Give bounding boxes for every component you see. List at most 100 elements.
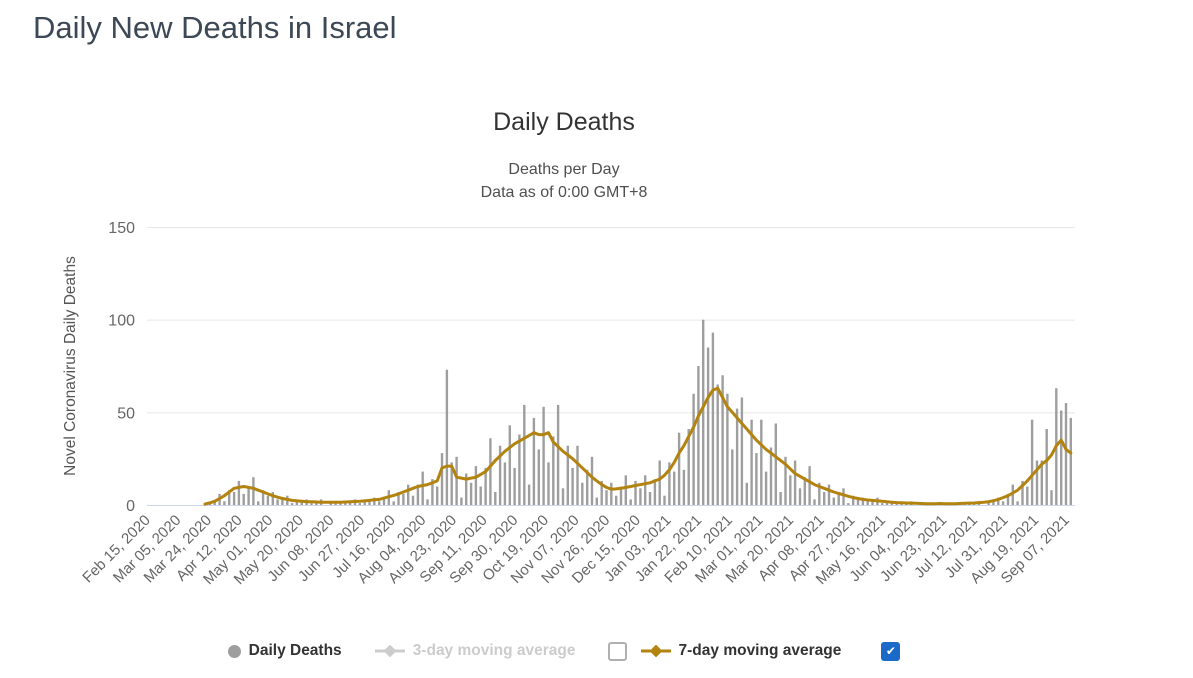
daily-deaths-bar [571, 467, 574, 505]
daily-deaths-bar [866, 501, 869, 505]
daily-deaths-bar [852, 495, 855, 505]
daily-deaths-bar [266, 495, 270, 505]
chart-subtitle-line1: Deaths per Day [508, 161, 620, 178]
legend-item-7day-moving-average[interactable]: 7-day moving average [640, 642, 842, 660]
daily-deaths-bar [431, 479, 434, 505]
daily-deaths-bar [755, 453, 758, 505]
page-title: Daily New Deaths in Israel [33, 10, 397, 45]
daily-deaths-bar [460, 497, 463, 505]
daily-deaths-bar [740, 397, 744, 505]
daily-deaths-bar [735, 408, 739, 505]
daily-deaths-bar [455, 456, 458, 505]
daily-deaths-bar [823, 492, 826, 505]
daily-deaths-bar [552, 436, 555, 505]
daily-deaths-bar [629, 499, 632, 505]
daily-deaths-bar [837, 492, 840, 505]
daily-deaths-bar [764, 471, 768, 505]
daily-deaths-bar [566, 445, 569, 505]
daily-deaths-bar [692, 393, 695, 505]
daily-deaths-bar [276, 499, 279, 505]
daily-deaths-bar [658, 460, 661, 505]
daily-deaths-bar [1069, 417, 1072, 505]
legend-item-daily-deaths[interactable]: Daily Deaths [227, 642, 342, 660]
daily-deaths-bars [203, 319, 1072, 505]
daily-deaths-bar [595, 497, 598, 505]
daily-deaths-bar [653, 479, 657, 505]
daily-deaths-bar [842, 488, 845, 505]
daily-deaths-bar [677, 432, 681, 505]
daily-deaths-bar [619, 486, 623, 505]
daily-deaths-bar [881, 503, 884, 505]
line-diamond-marker-icon [374, 645, 405, 657]
daily-deaths-bar [610, 482, 613, 505]
y-axis-tick-label: 50 [117, 405, 135, 422]
daily-deaths-bar [479, 486, 482, 505]
daily-deaths-bar [494, 492, 497, 505]
legend-label-3day-moving-average: 3-day moving average [412, 642, 576, 659]
daily-deaths-bar [271, 492, 274, 505]
daily-deaths-bar [344, 503, 347, 505]
y-axis-tick-label: 0 [126, 498, 135, 515]
daily-deaths-bar [513, 467, 516, 505]
daily-deaths-bar [561, 488, 565, 505]
legend-item-3day-moving-average[interactable]: 3-day moving average [374, 642, 576, 660]
daily-deaths-bar [402, 493, 405, 505]
daily-deaths-bar [750, 419, 753, 505]
daily-deaths-bar [228, 490, 231, 505]
daily-deaths-bar [358, 503, 361, 505]
daily-deaths-bar [624, 475, 627, 505]
daily-deaths-bar [697, 366, 700, 505]
daily-deaths-bar [213, 501, 216, 505]
7day-moving-average-checkbox[interactable]: ✔ [881, 641, 901, 661]
daily-deaths-bar [992, 501, 995, 505]
daily-deaths-bar [798, 488, 802, 505]
3day-moving-average-checkbox[interactable] [607, 641, 627, 661]
daily-deaths-bar [847, 503, 850, 505]
chart-legend: Daily Deaths 3-day moving average 7-day … [0, 637, 1128, 665]
daily-deaths-bar [1030, 419, 1034, 505]
daily-deaths-bar [663, 495, 666, 505]
daily-deaths-bar [808, 466, 811, 505]
daily-deaths-bar [416, 484, 420, 505]
daily-deaths-bar [721, 375, 724, 505]
daily-deaths-bar [726, 393, 729, 505]
daily-deaths-bar [242, 493, 245, 505]
daily-deaths-bar [392, 501, 395, 505]
daily-deaths-bar [1001, 501, 1005, 505]
daily-deaths-bar [1060, 410, 1063, 505]
daily-deaths-bar [436, 486, 439, 505]
daily-deaths-bar [397, 492, 400, 505]
legend-label-daily-deaths: Daily Deaths [248, 642, 342, 659]
chart-title: Daily Deaths [493, 108, 635, 136]
daily-deaths-bar [590, 456, 594, 505]
daily-deaths-bar [687, 429, 690, 505]
chart-subtitle: Deaths per Day Data as of 0:00 GMT+8 [0, 158, 1128, 204]
daily-deaths-bar [581, 482, 584, 505]
daily-deaths-bar [440, 453, 444, 505]
daily-deaths-bar [702, 319, 705, 505]
daily-deaths-bar [465, 473, 468, 505]
daily-deaths-bar [813, 499, 816, 505]
daily-deaths-bar [861, 497, 865, 505]
daily-deaths-bar [745, 482, 748, 505]
daily-deaths-bar [450, 462, 453, 505]
daily-deaths-bar [368, 501, 371, 505]
daily-deaths-bar [300, 501, 303, 505]
daily-deaths-bar [634, 480, 637, 505]
daily-deaths-bar [576, 445, 579, 505]
y-axis-tick-label: 100 [108, 313, 135, 330]
daily-deaths-bar [382, 497, 386, 505]
daily-deaths-bar [1016, 501, 1019, 505]
daily-deaths-bar [774, 423, 777, 505]
daily-deaths-bar [716, 384, 719, 505]
daily-deaths-bar [1021, 480, 1024, 505]
daily-deaths-bar [1006, 493, 1010, 505]
daily-deaths-bar [474, 466, 478, 505]
daily-deaths-bar [818, 482, 821, 505]
daily-deaths-bar [378, 501, 381, 505]
legend-label-7day-moving-average: 7-day moving average [678, 642, 842, 659]
daily-deaths-bar [247, 486, 250, 505]
daily-deaths-bar [484, 467, 487, 505]
daily-deaths-bar [310, 503, 313, 505]
daily-deaths-bar [997, 497, 1000, 505]
